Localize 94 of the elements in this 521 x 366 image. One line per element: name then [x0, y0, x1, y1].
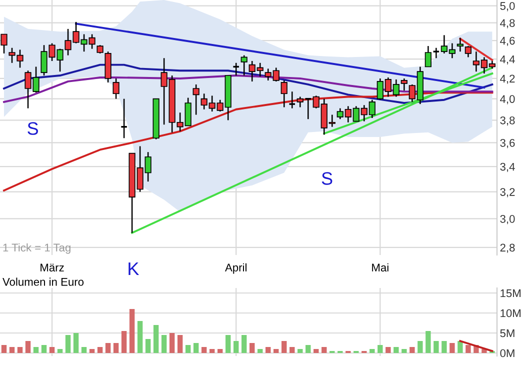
x-tick-label: April — [225, 263, 246, 274]
bar — [266, 347, 271, 353]
bar — [137, 321, 143, 353]
candlestick — [464, 45, 472, 58]
y-tick-label: 4,2 — [500, 74, 515, 84]
bar — [57, 349, 63, 353]
y-tick-label: 4,4 — [500, 55, 515, 65]
bar — [25, 341, 31, 353]
bar — [121, 331, 127, 353]
bar — [97, 347, 103, 353]
bar — [65, 335, 71, 353]
bar — [442, 341, 447, 353]
bar — [145, 339, 151, 353]
y-tick-label: 3,2 — [500, 188, 515, 198]
candlestick — [0, 34, 8, 54]
bar — [129, 309, 135, 353]
bar — [466, 345, 471, 353]
y-tick-label: 3,6 — [500, 139, 515, 148]
y-tick-label: 5,0 — [500, 2, 515, 12]
bar — [73, 333, 79, 353]
bar — [193, 343, 199, 353]
bar — [81, 347, 87, 353]
bar — [241, 335, 247, 353]
candlestick — [192, 84, 200, 116]
y-tick-label: 3,8 — [500, 116, 515, 126]
y-tick-label: 4,6 — [500, 36, 515, 46]
y-tick-label: 5M — [500, 329, 514, 338]
line-series — [3, 64, 494, 104]
y-tick-label: 3,0 — [500, 214, 515, 224]
bar — [209, 349, 215, 353]
candlestick — [280, 80, 288, 108]
bar — [9, 347, 15, 353]
bar — [410, 347, 415, 353]
bar — [233, 341, 239, 353]
candlestick — [288, 90, 296, 109]
bar — [418, 341, 423, 353]
bar — [153, 325, 159, 353]
candlestick — [240, 54, 248, 76]
bar — [306, 345, 311, 353]
bar — [290, 347, 295, 353]
bar — [250, 343, 255, 353]
bar — [258, 349, 263, 353]
x-tick-label: März — [40, 264, 64, 272]
bar — [1, 345, 7, 353]
bar — [105, 343, 111, 353]
bar — [394, 347, 399, 353]
candlestick — [112, 78, 120, 100]
bar — [225, 335, 231, 353]
bar — [217, 349, 223, 353]
bar — [17, 347, 23, 353]
bar — [370, 349, 375, 353]
bar — [298, 349, 303, 353]
bar — [458, 341, 463, 353]
bar — [426, 331, 431, 353]
bar — [201, 347, 207, 353]
bar — [33, 347, 39, 353]
x-tick-label: Mai — [372, 263, 388, 272]
y-tick-label: 3,4 — [500, 162, 515, 172]
candlestick — [232, 62, 240, 76]
candlestick — [456, 37, 464, 52]
annotation: S — [322, 172, 332, 185]
text: K — [128, 262, 140, 275]
bar — [41, 345, 47, 353]
y-tick-label: 4,0 — [500, 95, 515, 104]
bar — [274, 349, 279, 353]
candlestick — [432, 47, 440, 59]
candlestick — [400, 78, 408, 92]
bar — [386, 347, 391, 353]
bar — [185, 345, 191, 353]
line-series — [3, 74, 494, 103]
bar — [89, 349, 95, 353]
bar — [450, 343, 455, 353]
bar — [322, 347, 327, 353]
annotation: S — [28, 122, 38, 135]
y-tick-label: 10M — [500, 309, 520, 318]
bar — [49, 347, 55, 353]
bar — [161, 335, 167, 353]
bar — [113, 343, 119, 353]
candlestick — [424, 45, 432, 68]
bar — [378, 345, 383, 353]
annotation: 1 Tick = 1 Tag — [3, 243, 70, 254]
y-tick-label: 15M — [500, 289, 520, 298]
line-series — [3, 92, 494, 192]
chart-title: Volumen in Euro — [2, 278, 84, 286]
bar — [282, 341, 287, 353]
bar — [434, 341, 439, 353]
bar — [177, 335, 183, 353]
y-tick-label: 0M — [500, 349, 514, 358]
y-tick-label: 4,8 — [500, 19, 515, 28]
candlestick — [120, 98, 128, 139]
bar — [402, 349, 407, 353]
bar — [314, 349, 319, 353]
bar — [169, 333, 175, 353]
y-tick-label: 2,8 — [500, 244, 515, 253]
